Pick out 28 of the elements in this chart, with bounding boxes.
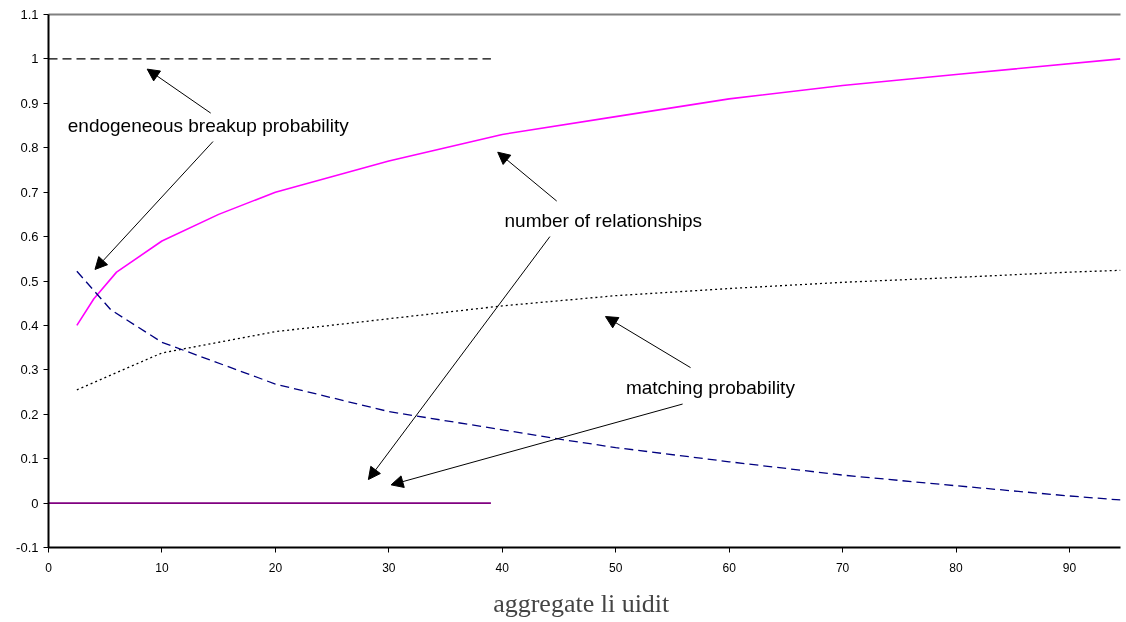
- line-series: [76, 270, 1121, 501]
- annotation: number of relationships: [504, 209, 703, 231]
- y-tick-label: -0.1: [16, 540, 39, 555]
- x-axis-title: aggregate li uidit: [493, 588, 671, 618]
- x-tick-label: 90: [1062, 560, 1077, 575]
- y-tick-label: 0.6: [20, 229, 39, 245]
- x-tick-label: 40: [495, 560, 510, 575]
- x-tick-label: 10: [155, 560, 169, 575]
- y-tick-label: 0.7: [20, 184, 39, 200]
- y-tick-label: 0.4: [20, 317, 39, 333]
- x-tick-label: 70: [835, 560, 850, 575]
- x-tick-label: 20: [268, 560, 283, 575]
- x-tick-label: 50: [609, 560, 623, 575]
- annotation: endogeneous breakup probability: [67, 115, 350, 137]
- annotation: matching probability: [625, 377, 796, 399]
- x-tick-label: 0: [45, 560, 53, 575]
- y-tick-label: 0.5: [20, 273, 39, 289]
- y-tick-label: 0.3: [20, 362, 39, 378]
- x-tick-label: 30: [382, 560, 396, 575]
- y-tick-label: 0: [31, 495, 39, 511]
- y-tick-label: 0.1: [20, 451, 39, 467]
- y-tick-label: 1: [31, 51, 39, 67]
- y-tick-label: 0.2: [20, 406, 39, 422]
- y-tick-label: 0.9: [20, 95, 39, 111]
- x-tick-label: 60: [722, 560, 737, 575]
- y-tick-label: 0.8: [20, 140, 39, 156]
- x-tick-label: 80: [949, 560, 964, 575]
- y-tick-label: 1.1: [20, 7, 39, 22]
